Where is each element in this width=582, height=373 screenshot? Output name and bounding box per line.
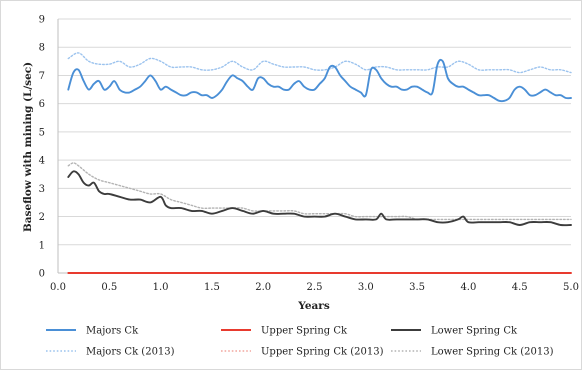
legend-item-upper-spring-ck-2013: Upper Spring Ck (2013) — [221, 347, 384, 358]
x-tick-label: 2.0 — [255, 282, 271, 293]
x-tick-label: 5.0 — [563, 282, 579, 293]
x-tick-label: 2.5 — [307, 282, 323, 293]
series-line-lower-spring-ck-2013 — [67, 162, 572, 221]
series-line-majors-ck — [67, 58, 572, 103]
legend-label: Lower Spring Ck — [431, 326, 518, 337]
x-tick-label: 3.0 — [358, 282, 374, 293]
y-tick-label: 7 — [39, 71, 45, 82]
y-tick-label: 1 — [39, 240, 45, 251]
axes — [57, 19, 571, 274]
x-tick-label: 0.5 — [101, 282, 117, 293]
y-tick-label: 5 — [39, 127, 45, 138]
x-tick-label: 3.5 — [409, 282, 425, 293]
legend-label: Majors Ck — [86, 326, 139, 337]
tick-labels: 0 1 2 3 4 5 6 7 8 9 0.0 0.5 1.0 1.5 2.0 2.5 3.0 3.5 4.0 4.5… — [39, 15, 579, 294]
y-tick-label: 3 — [39, 184, 45, 195]
legend-item-majors-ck: Majors Ck — [46, 326, 139, 337]
x-axis-title: Years — [297, 300, 330, 312]
x-tick-label: 1.5 — [204, 282, 220, 293]
grid-lines — [58, 18, 571, 246]
y-tick-label: 8 — [39, 43, 45, 54]
legend-item-upper-spring-ck: Upper Spring Ck — [221, 326, 348, 337]
y-tick-label: 2 — [39, 212, 45, 223]
legend-item-lower-spring-ck-2013: Lower Spring Ck (2013) — [391, 347, 554, 358]
y-tick-label: 0 — [39, 269, 45, 280]
data-series — [67, 52, 572, 274]
y-tick-label: 9 — [39, 15, 45, 26]
legend-label: Majors Ck (2013) — [86, 347, 175, 358]
y-tick-label: 6 — [39, 99, 45, 110]
series-line-lower-spring-ck — [67, 170, 572, 227]
y-axis-title: Baseflow with mining (L/sec) — [22, 62, 34, 232]
series-line-majors-ck-2013 — [67, 52, 572, 74]
legend-item-lower-spring-ck: Lower Spring Ck — [391, 326, 518, 337]
legend-label: Upper Spring Ck — [261, 326, 348, 337]
x-tick-label: 4.0 — [460, 282, 476, 293]
legend-label: Upper Spring Ck (2013) — [261, 347, 384, 358]
x-tick-label: 1.0 — [153, 282, 169, 293]
legend: Majors Ck Upper Spring Ck Lower Spring Ck M… — [46, 326, 554, 358]
x-tick-label: 4.5 — [512, 282, 528, 293]
x-tick-label: 0.0 — [50, 282, 66, 293]
legend-item-majors-ck-2013: Majors Ck (2013) — [46, 347, 175, 358]
y-tick-label: 4 — [39, 156, 45, 167]
legend-label: Lower Spring Ck (2013) — [431, 347, 554, 358]
